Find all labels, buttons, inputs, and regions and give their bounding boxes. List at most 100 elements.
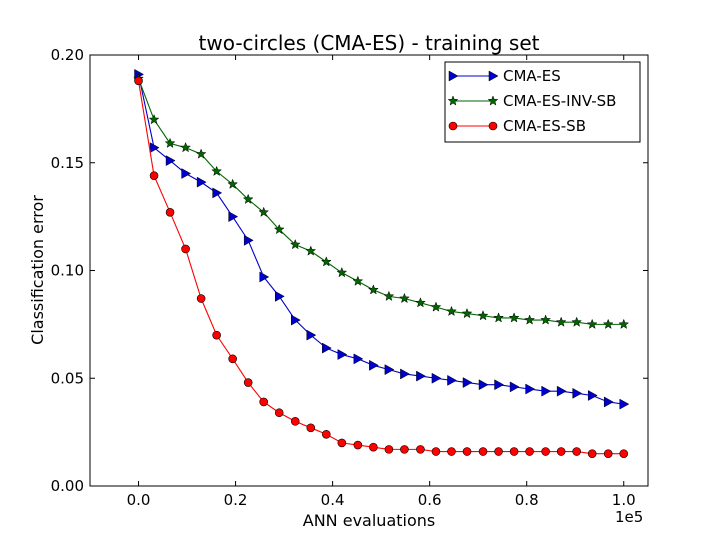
data-point-cma-es-sb: [290, 417, 300, 426]
data-point-cma-es: [556, 385, 567, 397]
data-point-cma-es: [274, 290, 285, 302]
data-point-cma-es-inv-sb: [493, 312, 504, 323]
data-point-cma-es-sb: [228, 354, 237, 364]
data-point-cma-es-inv-sb: [336, 266, 348, 278]
legend-entry-cma-es-sb-label: CMA-ES-SB: [503, 117, 586, 135]
data-point-cma-es-inv-sb: [414, 297, 426, 308]
data-point-cma-es: [290, 314, 301, 326]
x-tick-label: 0.6: [418, 491, 442, 509]
data-point-cma-es-sb: [462, 447, 472, 456]
data-point-cma-es: [353, 353, 364, 365]
legend-entry-cma-es-sb-marker: [488, 121, 498, 131]
legend-entry-cma-es-label: CMA-ES: [503, 67, 561, 85]
data-point-cma-es: [541, 385, 552, 397]
data-point-cma-es: [619, 398, 630, 410]
data-point-cma-es-inv-sb: [242, 193, 254, 205]
data-point-cma-es: [306, 329, 317, 341]
legend-entry-cma-es-marker: [488, 70, 499, 82]
data-point-cma-es-inv-sb: [227, 178, 239, 189]
y-tick-label: 0.00: [51, 477, 84, 495]
data-point-cma-es-sb: [243, 378, 253, 387]
data-point-cma-es: [337, 349, 348, 360]
data-point-cma-es-sb: [259, 397, 269, 407]
legend-entry-cma-es-inv-sb-label: CMA-ES-INV-SB: [503, 92, 616, 110]
data-point-cma-es-sb: [556, 447, 566, 456]
data-point-cma-es: [165, 155, 176, 167]
data-point-cma-es-sb: [416, 445, 425, 454]
data-point-cma-es: [525, 383, 536, 395]
data-point-cma-es: [462, 377, 473, 388]
data-point-cma-es: [587, 390, 598, 401]
data-point-cma-es: [259, 271, 270, 283]
data-point-cma-es: [228, 211, 239, 223]
data-point-cma-es-sb: [337, 438, 347, 448]
data-point-cma-es-inv-sb: [398, 292, 410, 304]
legend-entry-cma-es-inv-sb-marker: [487, 95, 499, 106]
data-point-cma-es-sb: [384, 445, 394, 454]
data-point-cma-es-sb: [431, 447, 441, 456]
x-axis-label: ANN evaluations: [303, 511, 435, 530]
data-point-cma-es: [196, 176, 207, 188]
data-point-cma-es-sb: [572, 447, 581, 456]
y-tick-label: 0.15: [51, 154, 84, 172]
data-point-cma-es: [572, 387, 583, 399]
data-point-cma-es: [494, 379, 505, 391]
y-axis-label: Classification error: [28, 195, 47, 345]
legend-box: [444, 61, 641, 143]
x-axis-offset-label: 1e5: [615, 508, 643, 526]
x-tick-label: 0.8: [515, 491, 539, 509]
chart-title: two-circles (CMA-ES) - training set: [199, 31, 540, 55]
x-tick-label: 0.2: [224, 491, 248, 509]
data-point-cma-es-inv-sb: [571, 316, 583, 327]
data-point-cma-es-inv-sb: [320, 256, 332, 267]
data-point-cma-es-inv-sb: [461, 307, 473, 319]
data-point-cma-es: [212, 187, 223, 199]
data-point-cma-es: [509, 381, 520, 393]
data-point-cma-es-inv-sb: [446, 305, 457, 317]
data-point-cma-es-inv-sb: [524, 314, 536, 325]
data-point-cma-es-inv-sb: [586, 318, 598, 329]
data-point-cma-es-sb: [353, 440, 363, 450]
data-point-cma-es-inv-sb: [477, 310, 489, 321]
data-point-cma-es-inv-sb: [540, 314, 552, 325]
data-point-cma-es-sb: [369, 442, 378, 452]
x-tick-label: 0.4: [321, 491, 345, 509]
data-point-cma-es: [447, 374, 458, 386]
data-point-cma-es-inv-sb: [618, 318, 630, 329]
data-point-cma-es-sb: [212, 330, 221, 340]
data-point-cma-es-inv-sb: [352, 275, 364, 286]
data-point-cma-es-inv-sb: [508, 312, 520, 323]
data-point-cma-es: [384, 364, 395, 376]
legend-entry-cma-es-inv-sb-marker: [447, 95, 459, 106]
data-point-cma-es-inv-sb: [148, 113, 160, 125]
y-tick-label: 0.20: [51, 46, 84, 64]
legend-entry-cma-es-sb-marker: [448, 121, 458, 131]
data-point-cma-es: [149, 142, 160, 154]
data-point-cma-es-sb: [165, 208, 175, 217]
data-point-cma-es-inv-sb: [602, 318, 614, 329]
data-point-cma-es-sb: [619, 449, 629, 458]
data-point-cma-es: [322, 342, 332, 354]
data-point-cma-es-sb: [587, 449, 597, 458]
data-point-cma-es-inv-sb: [367, 284, 379, 295]
data-point-cma-es-inv-sb: [289, 238, 301, 250]
data-point-cma-es-inv-sb: [383, 290, 395, 301]
data-point-cma-es: [478, 379, 489, 391]
data-point-cma-es-inv-sb: [164, 137, 176, 148]
data-point-cma-es-sb: [306, 423, 316, 433]
data-point-cma-es-inv-sb: [430, 301, 442, 312]
data-point-cma-es: [400, 368, 410, 380]
data-point-cma-es-inv-sb: [180, 141, 192, 153]
data-point-cma-es-sb: [541, 447, 550, 456]
data-point-cma-es-sb: [447, 447, 456, 456]
data-point-cma-es: [416, 370, 426, 382]
y-tick-label: 0.05: [51, 369, 84, 387]
data-point-cma-es-inv-sb: [555, 316, 567, 327]
data-point-cma-es-inv-sb: [305, 245, 317, 256]
data-point-cma-es: [431, 372, 442, 384]
data-point-cma-es-sb: [274, 408, 284, 418]
data-point-cma-es-inv-sb: [195, 148, 207, 159]
data-point-cma-es-sb: [134, 76, 143, 86]
